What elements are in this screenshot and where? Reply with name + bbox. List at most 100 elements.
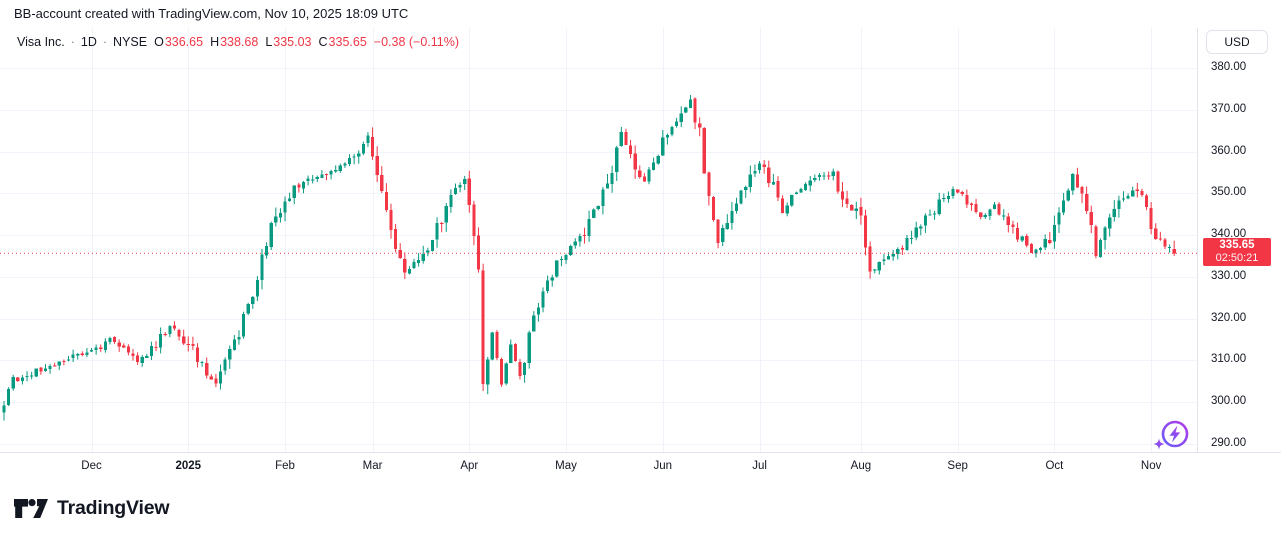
candle-body xyxy=(868,246,872,272)
candle-wick xyxy=(155,341,157,352)
candle-wick xyxy=(44,364,46,372)
candle-body xyxy=(168,325,172,334)
candle-body xyxy=(260,254,264,280)
candle-body xyxy=(53,365,57,367)
candle-body xyxy=(108,338,112,343)
candle-body xyxy=(463,179,467,184)
candle-body xyxy=(587,219,591,236)
candle-wick xyxy=(607,174,609,189)
candle-body xyxy=(914,227,918,238)
time-axis[interactable]: Dec 2025 Feb Mar Apr May Jun Jul Aug Sep Oct Nov xyxy=(0,452,1281,479)
candle-body xyxy=(679,113,683,123)
candle-body xyxy=(822,175,826,177)
bar-countdown: 02:50:21 xyxy=(1215,252,1259,265)
candle-wick xyxy=(54,362,56,367)
candle-wick xyxy=(929,209,931,216)
candle-body xyxy=(20,377,25,381)
candle-body xyxy=(11,376,15,389)
candle-body xyxy=(223,359,227,371)
ohlc-l-value: L 335.03 xyxy=(265,35,312,49)
price-axis[interactable]: USD 335.65 02:50:21 380.00 370.00 360.00 35… xyxy=(1197,28,1281,452)
candle-wick xyxy=(63,359,65,366)
candle-body xyxy=(1043,239,1047,248)
candle-body xyxy=(956,189,960,193)
candle-body xyxy=(490,332,494,360)
tradingview-logo[interactable]: TradingView xyxy=(13,497,170,520)
symbol-name[interactable]: Visa Inc. xyxy=(17,35,65,49)
candle-body xyxy=(675,121,679,126)
candle-body xyxy=(1144,195,1149,208)
candle-body xyxy=(559,258,564,260)
candle-body xyxy=(421,253,425,262)
candle-body xyxy=(361,144,365,154)
candle-body xyxy=(209,376,213,380)
candle-body xyxy=(2,405,6,413)
candle-body xyxy=(136,355,140,362)
candle-body xyxy=(651,162,656,171)
candle-body xyxy=(923,215,927,226)
candle-body xyxy=(486,359,490,385)
candle-body xyxy=(66,359,71,361)
price-tick-label: 370.00 xyxy=(1211,102,1247,115)
candle-wick xyxy=(58,361,60,370)
candle-body xyxy=(145,355,149,358)
price-tick-label: 290.00 xyxy=(1211,437,1247,449)
candle-body xyxy=(1025,235,1029,246)
time-axis-label: Mar xyxy=(362,460,383,472)
candle-body xyxy=(757,163,762,170)
candle-body xyxy=(785,205,789,214)
candle-body xyxy=(628,145,633,154)
candle-body xyxy=(85,352,89,355)
price-tick-label: 340.00 xyxy=(1211,228,1247,241)
candle-body xyxy=(112,337,117,343)
candle-body xyxy=(228,349,232,360)
symbol-legend: Visa Inc. · 1D · NYSE O 336.65 H 338.68 L 335… xyxy=(17,35,459,49)
candle-body xyxy=(624,132,628,146)
candle-body xyxy=(693,98,697,123)
boost-lightning-button[interactable] xyxy=(1149,417,1191,459)
candle-body xyxy=(159,333,163,348)
candle-body xyxy=(702,128,706,174)
candle-body xyxy=(596,206,600,210)
candle-body xyxy=(1029,244,1033,253)
candle-body xyxy=(200,361,204,363)
candle-body xyxy=(1163,239,1167,247)
candle-body xyxy=(836,171,840,192)
candle-body xyxy=(541,291,545,308)
candles-group xyxy=(2,95,1176,421)
candle-body xyxy=(297,184,301,188)
candle-body xyxy=(1103,227,1107,240)
candle-body xyxy=(218,371,223,384)
candle-body xyxy=(71,354,75,359)
candle-body xyxy=(1140,190,1144,196)
time-axis-label: Sep xyxy=(947,460,968,472)
candle-wick xyxy=(68,355,69,362)
candle-body xyxy=(813,178,817,180)
price-tick-label: 380.00 xyxy=(1211,61,1247,73)
candle-body xyxy=(670,127,674,135)
currency-button[interactable]: USD xyxy=(1206,30,1268,54)
time-axis-label: Jul xyxy=(752,460,767,472)
candle-body xyxy=(684,107,688,113)
candle-wick xyxy=(726,214,728,230)
candle-body xyxy=(739,190,743,204)
candle-body xyxy=(909,237,914,239)
candle-body xyxy=(951,189,955,196)
candle-body xyxy=(555,260,559,277)
candle-body xyxy=(76,354,80,356)
candle-body xyxy=(306,178,310,182)
candle-body xyxy=(992,204,997,209)
candle-body xyxy=(647,169,651,182)
interval-label[interactable]: 1D xyxy=(80,35,97,49)
candle-wick xyxy=(298,182,300,193)
candle-body xyxy=(89,350,94,352)
candle-body xyxy=(16,377,20,381)
candle-body xyxy=(126,346,130,353)
chart-pane[interactable]: Visa Inc. · 1D · NYSE O 336.65 H 338.68 L 335… xyxy=(0,28,1197,452)
candle-body xyxy=(1135,189,1139,192)
candlestick-chart xyxy=(0,28,1197,452)
candle-body xyxy=(513,344,517,361)
candle-wick xyxy=(754,164,756,177)
candle-body xyxy=(1048,239,1052,243)
candle-body xyxy=(430,240,435,252)
